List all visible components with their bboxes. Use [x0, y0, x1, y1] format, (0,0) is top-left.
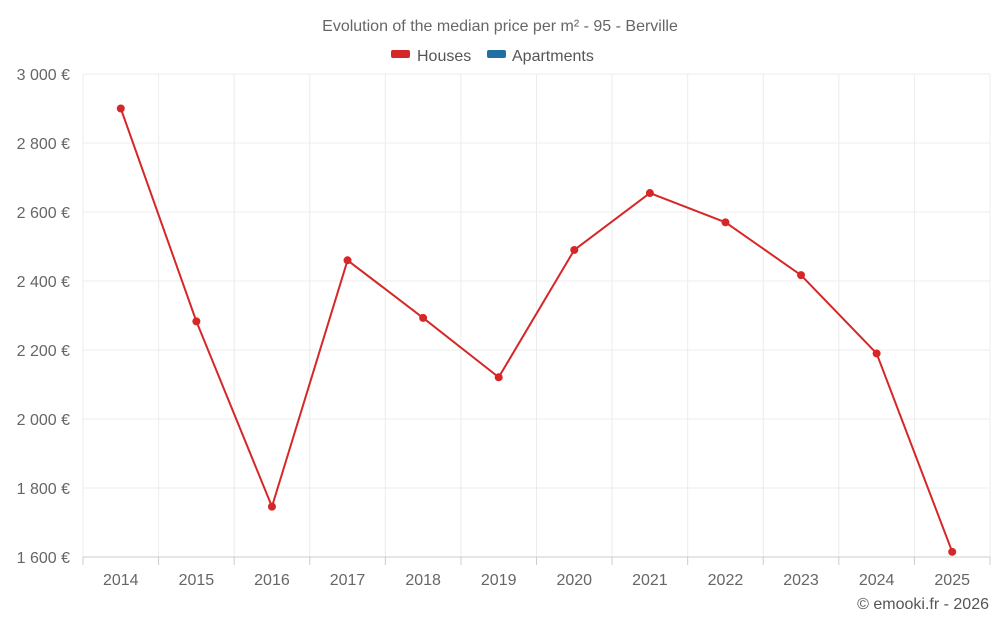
- x-tick-label: 2017: [330, 572, 366, 589]
- data-point[interactable]: [267, 502, 276, 511]
- series-line-houses: [119, 108, 954, 553]
- y-tick-label: 1 600 €: [17, 550, 70, 567]
- series-houses: [116, 104, 957, 556]
- x-tick-label: 2024: [859, 572, 895, 589]
- data-point[interactable]: [494, 373, 503, 382]
- y-tick-label: 2 000 €: [17, 412, 70, 429]
- data-point[interactable]: [570, 245, 579, 254]
- legend-item-apartments[interactable]: Apartments: [487, 48, 594, 65]
- x-tick-label: 2016: [254, 572, 290, 589]
- data-point[interactable]: [872, 349, 881, 358]
- x-axis: 2014 2015 2016 2017 2018 2019 2020 2021 2022 2023…: [82, 556, 991, 589]
- x-tick-label: 2019: [481, 572, 517, 589]
- legend-swatch-apartments: [487, 50, 506, 58]
- y-tick-label: 1 800 €: [17, 481, 70, 498]
- data-point[interactable]: [192, 317, 201, 326]
- x-tick-label: 2021: [632, 572, 668, 589]
- y-tick-label: 2 600 €: [17, 205, 70, 222]
- legend-swatch-houses: [391, 50, 410, 58]
- chart-title: Evolution of the median price per m² - 9…: [322, 18, 678, 35]
- data-point[interactable]: [343, 256, 352, 265]
- y-axis: 1 600 € 1 800 € 2 000 € 2 200 € 2 400 € 2 600…: [17, 67, 70, 567]
- credit-text[interactable]: © emooki.fr - 2026: [857, 596, 989, 613]
- x-tick-label: 2025: [934, 572, 970, 589]
- y-tick-label: 2 800 €: [17, 136, 70, 153]
- data-point[interactable]: [721, 218, 730, 227]
- y-tick-label: 3 000 €: [17, 67, 70, 84]
- data-point[interactable]: [645, 189, 654, 198]
- legend: Houses Apartments: [391, 48, 594, 65]
- legend-label-apartments: Apartments: [512, 48, 594, 65]
- x-tick-label: 2020: [556, 572, 592, 589]
- y-tick-label: 2 400 €: [17, 274, 70, 291]
- x-tick-label: 2023: [783, 572, 819, 589]
- x-tick-label: 2014: [103, 572, 139, 589]
- x-tick-label: 2018: [405, 572, 441, 589]
- y-tick-label: 2 200 €: [17, 343, 70, 360]
- legend-label-houses: Houses: [417, 48, 471, 65]
- data-point[interactable]: [797, 271, 806, 280]
- data-point[interactable]: [116, 104, 125, 113]
- data-point[interactable]: [948, 547, 957, 556]
- data-point[interactable]: [419, 313, 428, 322]
- x-tick-label: 2015: [179, 572, 215, 589]
- legend-item-houses[interactable]: Houses: [391, 48, 471, 65]
- x-tick-label: 2022: [708, 572, 744, 589]
